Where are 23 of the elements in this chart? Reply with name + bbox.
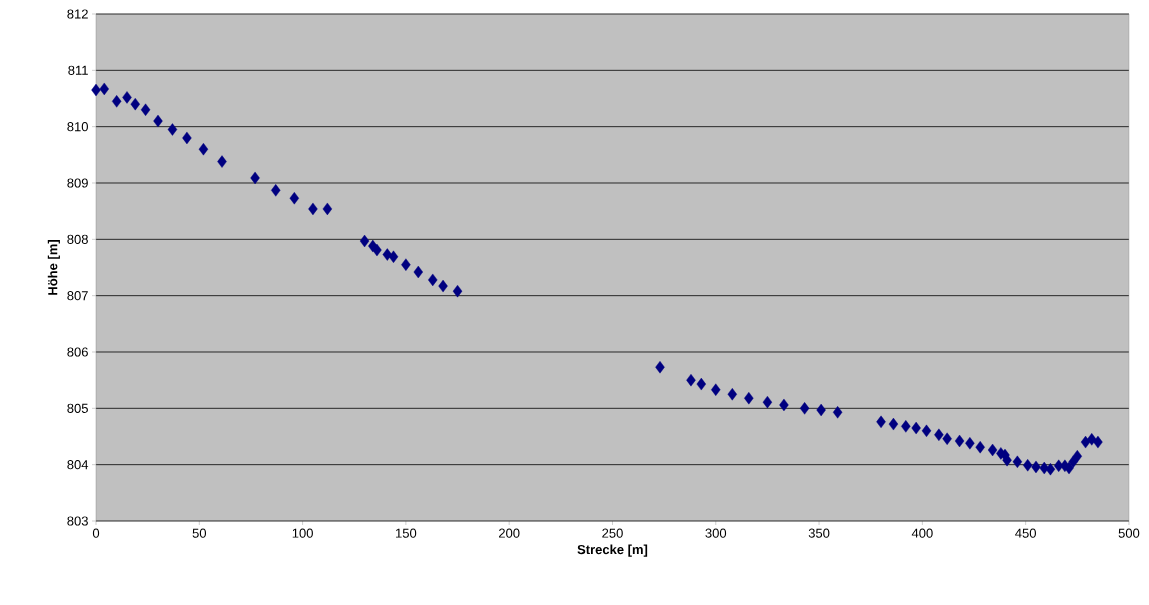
- y-tick-label: 806: [67, 347, 88, 357]
- x-tick-label: 100: [292, 528, 313, 538]
- y-axis-title: Höhe [m]: [47, 240, 60, 295]
- x-tick-label: 150: [396, 528, 417, 538]
- y-tick-label: 808: [67, 234, 88, 244]
- y-tick-label: 809: [67, 178, 88, 188]
- y-tick-label: 804: [67, 460, 89, 470]
- x-tick-label: 350: [808, 528, 830, 538]
- y-tick-label: 811: [68, 65, 88, 75]
- x-tick-label: 200: [499, 528, 520, 538]
- x-tick-label: 300: [705, 528, 727, 538]
- x-tick-label: 400: [911, 528, 933, 538]
- x-axis-title: Strecke [m]: [577, 544, 648, 557]
- y-tick-label: 803: [67, 516, 88, 526]
- x-tick-label: 250: [602, 528, 623, 538]
- y-tick-label: 812: [67, 9, 88, 19]
- x-tick-label: 50: [192, 528, 207, 538]
- x-tick-label: 500: [1118, 528, 1140, 538]
- y-tick-label: 805: [67, 403, 88, 413]
- y-tick-label: 807: [67, 291, 88, 301]
- x-tick-label: 0: [92, 528, 100, 538]
- y-tick-label: 810: [67, 122, 88, 132]
- x-tick-label: 450: [1015, 528, 1036, 538]
